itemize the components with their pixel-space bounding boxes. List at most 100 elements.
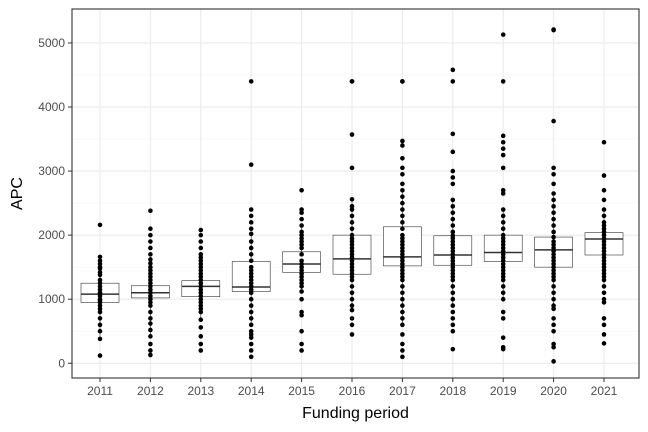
data-point xyxy=(198,348,204,353)
data-point xyxy=(148,348,153,353)
data-point xyxy=(601,213,607,219)
x-tick-label: 2013 xyxy=(187,384,214,398)
data-point xyxy=(551,344,556,350)
data-point xyxy=(148,287,153,292)
data-point xyxy=(500,146,506,151)
data-point xyxy=(248,277,254,283)
data-point xyxy=(551,316,556,321)
data-point xyxy=(601,300,607,305)
data-point xyxy=(400,171,405,177)
data-point xyxy=(97,272,103,278)
data-point xyxy=(450,210,456,216)
data-point xyxy=(500,226,506,232)
data-point xyxy=(450,264,456,270)
data-point xyxy=(551,27,556,33)
data-point xyxy=(450,204,456,209)
data-point xyxy=(500,335,506,340)
data-point xyxy=(500,236,506,241)
data-point xyxy=(450,346,456,352)
data-point xyxy=(198,227,204,233)
data-point xyxy=(551,271,556,276)
data-point xyxy=(349,332,355,337)
data-point xyxy=(248,322,254,328)
data-point xyxy=(601,332,607,337)
data-point xyxy=(450,271,456,276)
data-point xyxy=(299,245,304,251)
data-point xyxy=(198,258,204,264)
data-point xyxy=(551,204,556,209)
data-point xyxy=(97,353,103,358)
data-point xyxy=(148,284,153,289)
data-point xyxy=(551,296,556,302)
data-point xyxy=(148,264,153,270)
x-tick-label: 2021 xyxy=(591,384,618,398)
data-point xyxy=(450,131,456,137)
data-point xyxy=(248,348,254,353)
data-point xyxy=(299,252,304,257)
data-point xyxy=(148,226,153,232)
data-point xyxy=(450,303,456,308)
data-point xyxy=(551,245,556,251)
data-point xyxy=(601,197,607,203)
x-tick-label: 2018 xyxy=(439,384,466,398)
data-point xyxy=(400,213,405,219)
data-point xyxy=(500,239,506,244)
data-point xyxy=(349,307,355,313)
data-point xyxy=(248,264,254,270)
x-tick-label: 2020 xyxy=(540,384,567,398)
data-point xyxy=(349,322,355,328)
data-point xyxy=(198,287,204,292)
data-point xyxy=(601,341,607,346)
data-point xyxy=(601,284,607,289)
data-point xyxy=(601,187,607,193)
data-point xyxy=(299,239,304,244)
data-point xyxy=(198,284,204,289)
x-tick-label: 2014 xyxy=(238,384,265,398)
data-point xyxy=(400,207,405,212)
data-point xyxy=(400,290,405,296)
data-point xyxy=(400,271,405,276)
data-point xyxy=(248,207,254,212)
data-point xyxy=(500,316,506,321)
data-point xyxy=(450,223,456,228)
data-point xyxy=(148,334,153,339)
data-point xyxy=(601,274,607,280)
data-point xyxy=(148,271,153,276)
data-point xyxy=(349,220,355,225)
data-point xyxy=(450,258,456,264)
data-point xyxy=(551,234,556,240)
data-point xyxy=(400,296,405,302)
data-point xyxy=(349,303,355,308)
data-point xyxy=(500,213,506,219)
data-point xyxy=(450,277,456,283)
data-point xyxy=(148,208,153,214)
data-point xyxy=(500,187,506,193)
data-point xyxy=(349,296,355,302)
data-point xyxy=(551,229,556,235)
data-point xyxy=(349,204,355,209)
data-point xyxy=(97,261,103,267)
data-point xyxy=(97,336,103,342)
data-point xyxy=(551,277,556,283)
data-point xyxy=(400,322,405,328)
data-point xyxy=(601,296,607,302)
data-point xyxy=(299,187,304,193)
data-point xyxy=(299,232,304,238)
data-point xyxy=(450,245,456,251)
data-point xyxy=(551,284,556,289)
data-points xyxy=(97,27,607,364)
data-point xyxy=(400,277,405,283)
data-point xyxy=(299,312,304,318)
data-point xyxy=(349,252,355,257)
data-point xyxy=(500,242,506,248)
data-point xyxy=(450,290,456,296)
data-point xyxy=(400,236,405,241)
panel-border xyxy=(71,8,640,379)
data-point xyxy=(299,207,304,212)
x-tick-label: 2017 xyxy=(389,384,416,398)
data-point xyxy=(551,274,556,280)
data-point xyxy=(299,264,304,270)
data-point xyxy=(198,255,204,260)
